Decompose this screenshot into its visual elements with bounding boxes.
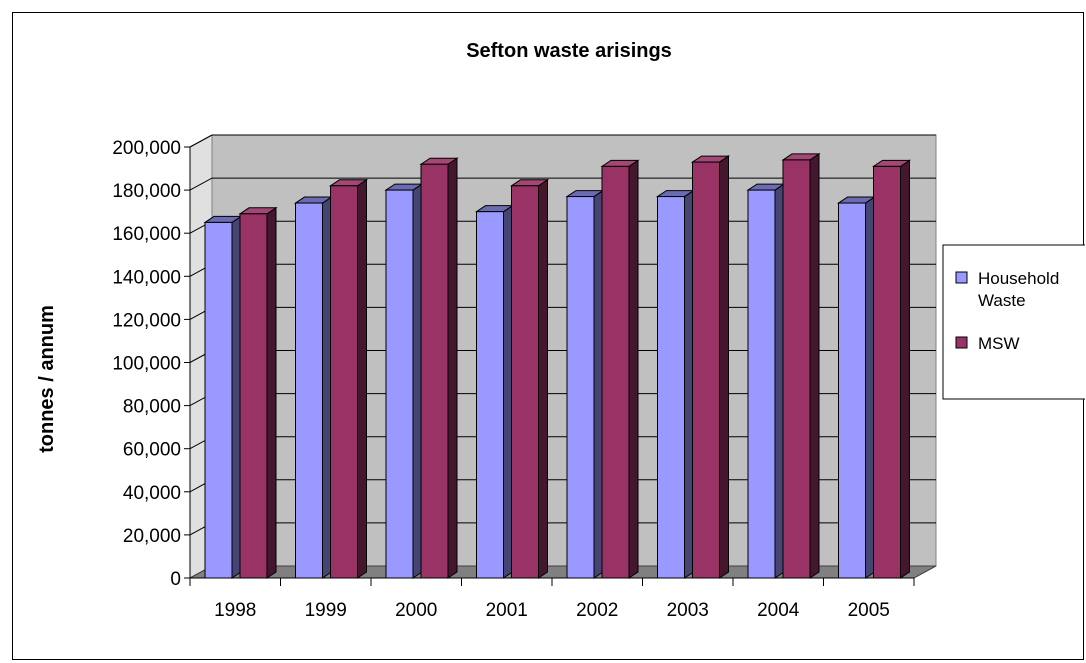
y-tick-label: 200,000 (112, 138, 181, 159)
bar-msw (690, 155, 731, 579)
y-tick-label: 160,000 (112, 224, 181, 245)
legend-swatch (955, 336, 968, 349)
y-axis-label: tonnes / annum (36, 305, 58, 453)
y-tick-label: 20,000 (123, 526, 181, 547)
bar-household-waste (836, 196, 877, 579)
bar-side (628, 159, 639, 579)
legend-label: MSW (978, 334, 1020, 353)
legend-label-line: Household (978, 269, 1059, 288)
bar-household-waste (655, 189, 696, 579)
x-tick-label: 2005 (848, 600, 890, 621)
bar-side (357, 178, 367, 579)
bar-msw (509, 178, 550, 579)
bar-household-waste (746, 183, 786, 579)
bar-msw (600, 159, 640, 579)
bar-front (838, 202, 866, 579)
bar-front (747, 189, 776, 579)
y-tick-label: 140,000 (112, 267, 181, 288)
bar-msw (419, 157, 459, 579)
bar-front (511, 185, 539, 579)
bar-household-waste (384, 183, 424, 579)
bar-front (239, 213, 268, 579)
bar-chart: Sefton waste arisings tonnes / annum 0 20… (36, 40, 1085, 621)
bar-front (601, 165, 630, 579)
bar-side (809, 152, 820, 579)
x-tick-label: 2002 (576, 600, 618, 621)
y-tick-label: 60,000 (123, 440, 181, 461)
x-tick-label: 2001 (486, 600, 528, 621)
bar-front (692, 161, 720, 579)
bar-front (566, 196, 595, 579)
bar-front (295, 202, 323, 579)
bar-side (447, 157, 458, 579)
x-tick-label: 2000 (395, 600, 437, 621)
bar-front (204, 221, 233, 579)
y-tick-label: 180,000 (112, 181, 181, 202)
x-tick-label: 1999 (305, 600, 347, 621)
x-tick-label: 2004 (757, 600, 800, 621)
bar-front (476, 211, 504, 579)
chart-title: Sefton waste arisings (466, 40, 672, 62)
legend-box (942, 244, 1085, 400)
chart-frame: Sefton waste arisings tonnes / annum 0 20… (12, 12, 1085, 660)
bar-side (538, 178, 548, 579)
bar-side (719, 155, 729, 579)
x-tick-label: 2003 (667, 600, 709, 621)
bar-msw (328, 178, 369, 579)
legend: Household Waste MSW (942, 244, 1085, 400)
y-tick-label: 40,000 (123, 483, 181, 504)
y-tick-label: 120,000 (112, 310, 181, 331)
bar-household-waste (474, 204, 515, 579)
bar-side (900, 159, 910, 579)
y-tick-label: 80,000 (123, 397, 181, 418)
bar-front (782, 159, 811, 579)
bar-msw (781, 152, 821, 579)
legend-label-line: Waste (978, 291, 1026, 310)
bar-front (657, 196, 685, 579)
bar-front (330, 185, 358, 579)
plot-area: 0 20,000 40,000 60,000 80,000 100,000 120,000 1… (112, 134, 937, 621)
y-tick-label: 100,000 (112, 354, 181, 375)
bar-household-waste (293, 196, 334, 579)
bar-front (385, 189, 414, 579)
bar-msw (238, 206, 278, 579)
y-tick-label: 0 (170, 569, 181, 590)
bar-household-waste (565, 189, 605, 579)
bar-side (266, 206, 277, 579)
bar-household-waste (203, 215, 243, 579)
bar-msw (871, 159, 912, 579)
bar-front (873, 165, 901, 579)
legend-label: Household Waste (978, 269, 1059, 310)
bar-front (420, 163, 449, 579)
x-tick-label: 1998 (214, 600, 256, 621)
gridline (189, 134, 936, 148)
legend-swatch (955, 271, 968, 284)
